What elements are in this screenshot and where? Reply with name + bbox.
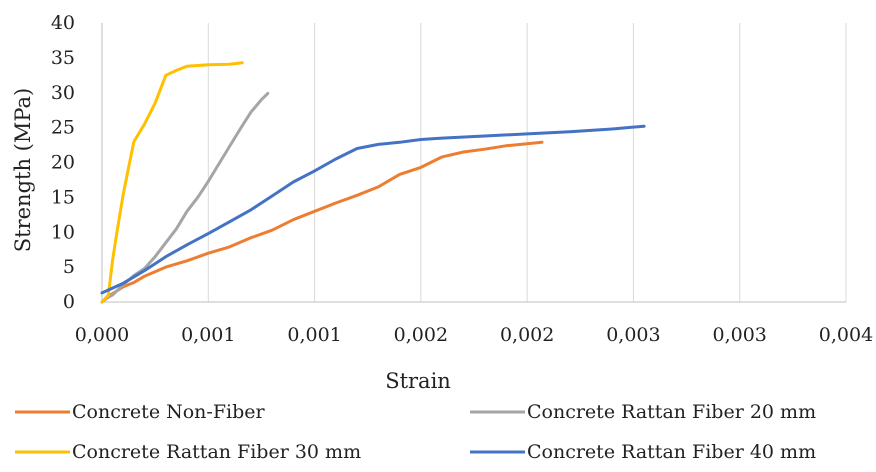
y-tick-label: 40 (51, 12, 75, 34)
x-tick-label: 0,004 (819, 324, 873, 346)
axes (101, 23, 846, 303)
legend-label: Concrete Non-Fiber (72, 401, 265, 423)
x-tick-label: 0,003 (713, 324, 767, 346)
y-tick-label: 0 (63, 291, 75, 313)
y-tick-label: 35 (51, 47, 75, 69)
y-tick-label: 5 (63, 256, 75, 278)
legend-label: Concrete Rattan Fiber 40 mm (527, 441, 816, 463)
x-tick-label: 0,002 (394, 324, 448, 346)
x-tick-label: 0,001 (287, 324, 341, 346)
y-tick-label: 15 (51, 186, 75, 208)
x-tick-label: 0,001 (181, 324, 235, 346)
y-tick-label: 30 (51, 82, 75, 104)
x-axis-title: Strain (385, 369, 451, 393)
series-lines (100, 61, 646, 304)
y-tick-label: 25 (51, 117, 75, 139)
series-line-4 (100, 124, 646, 295)
y-tick-label: 10 (51, 221, 75, 243)
y-axis-ticks: 0 5 10 15 20 25 30 35 40 (51, 12, 75, 313)
x-axis-ticks: 0,000 0,001 0,001 0,002 0,002 0,003 0,003 0,004 (75, 324, 873, 346)
y-axis-title: Strength (MPa) (11, 88, 35, 253)
x-tick-label: 0,000 (75, 324, 129, 346)
gridlines (207, 23, 847, 302)
y-tick-label: 20 (51, 152, 75, 174)
series-line-1 (100, 140, 544, 304)
legend-label: Concrete Rattan Fiber 30 mm (72, 441, 361, 463)
x-tick-label: 0,003 (606, 324, 660, 346)
x-tick-label: 0,002 (500, 324, 554, 346)
legend-label: Concrete Rattan Fiber 20 mm (527, 401, 816, 423)
series-line-3 (100, 61, 244, 304)
legend: Concrete Non-Fiber Concrete Rattan Fiber … (15, 401, 816, 463)
series-line-2 (100, 91, 270, 304)
